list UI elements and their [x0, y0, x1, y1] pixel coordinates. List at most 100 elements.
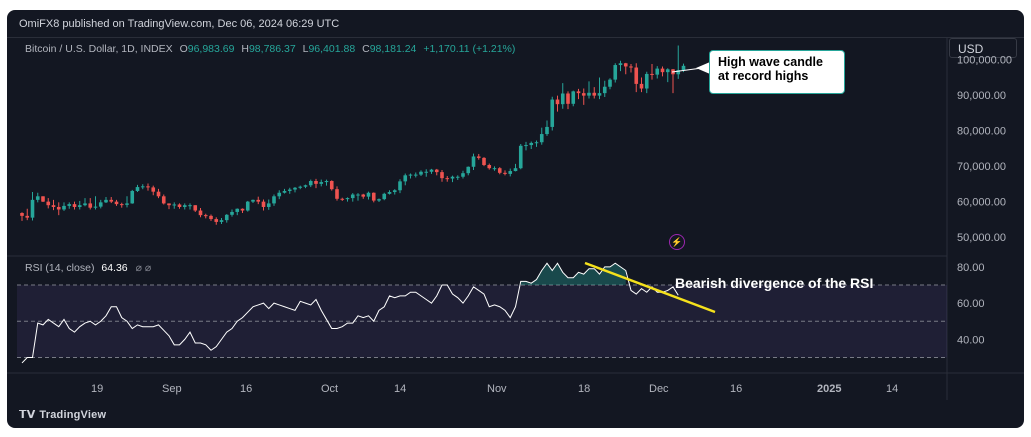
candle-body [398, 181, 402, 191]
candle-body [146, 186, 150, 188]
change-value: +1,170.11 (+1.21%) [423, 43, 516, 55]
candle-body [308, 181, 313, 186]
brand-name: TradingView [39, 409, 107, 421]
time-tick-label: 16 [240, 383, 252, 395]
currency-button[interactable]: USD [949, 38, 1017, 58]
candle-body [566, 93, 570, 104]
price-tick-label: 90,000.00 [957, 90, 1006, 102]
candle-body [167, 203, 171, 206]
price-tick-label: 80,000.00 [957, 125, 1006, 137]
candle-body [140, 186, 145, 188]
candle-body [434, 169, 439, 173]
candle-body [224, 214, 229, 221]
candle-body [513, 168, 518, 172]
candle-body [282, 190, 287, 193]
candle-body [245, 201, 250, 211]
rsi-settings-icons[interactable]: ⌀ ⌀ [135, 262, 152, 274]
candle-body [340, 198, 345, 200]
candle-body [392, 190, 397, 193]
candle-body [665, 69, 670, 73]
candle-body [503, 172, 507, 174]
price-tick-label: 60,000.00 [957, 197, 1006, 209]
candle-body [450, 176, 455, 179]
callout-pointer [696, 62, 710, 74]
candle-body [534, 142, 539, 144]
callout-line-2: at record highs [718, 69, 809, 83]
candle-body [203, 215, 208, 217]
rsi-tick-label: 80.00 [957, 262, 985, 274]
candle-body [251, 199, 255, 202]
candle-body [77, 205, 82, 207]
candle-body [46, 201, 51, 206]
candle-body [361, 194, 366, 197]
candle-body [419, 171, 423, 175]
divergence-trendline [584, 261, 716, 314]
candle-body [492, 168, 497, 170]
candle-body [539, 134, 544, 143]
candle-body [20, 213, 24, 216]
candle-body [130, 190, 135, 204]
time-tick-label: 14 [394, 383, 406, 395]
candle-body [172, 204, 177, 206]
time-tick-label: 18 [578, 383, 590, 395]
candle-body [335, 189, 339, 199]
candle-body [440, 172, 444, 179]
candle-body [634, 67, 639, 84]
rsi-line [21, 262, 679, 364]
candle-body [287, 189, 292, 191]
tradingview-logo[interactable]: 𝗧𝗩 TradingView [19, 408, 106, 421]
published-caption: OmiFX8 published on TradingView.com, Dec… [19, 18, 340, 30]
candle-body [30, 199, 35, 218]
time-tick-label: 2025 [817, 383, 841, 395]
rsi-legend: RSI (14, close) 64.36 ⌀ ⌀ [25, 262, 151, 274]
header-divider [7, 37, 1024, 38]
candle-body [62, 205, 66, 210]
candle-body [356, 194, 360, 196]
candle-body [109, 199, 114, 202]
close-label: C [362, 43, 370, 55]
rsi-overbought-fill [520, 263, 626, 285]
candle-body [135, 187, 140, 191]
candle-body [524, 145, 528, 147]
candle-body [403, 175, 408, 182]
low-label: L [302, 43, 309, 55]
rsi-label: RSI (14, close) [25, 262, 95, 274]
low-value: 96,401.88 [308, 43, 356, 55]
candle-body [209, 215, 213, 220]
candle-body [597, 93, 602, 96]
candle-body [261, 201, 266, 207]
candle-body [67, 204, 72, 206]
candle-body [639, 83, 644, 89]
high-wave-callout: High wave candle at record highs [709, 50, 845, 94]
chart-frame: OmiFX8 published on TradingView.com, Dec… [7, 10, 1024, 428]
rsi-value: 64.36 [101, 262, 128, 274]
candle-body [161, 196, 166, 204]
open-label: O [179, 43, 188, 55]
candle-body [114, 201, 119, 205]
candle-body [182, 205, 187, 207]
candle-body [83, 203, 87, 206]
candle-body [156, 191, 161, 197]
candle-body [277, 192, 282, 197]
candle-body [508, 171, 513, 174]
time-tick-label: Sep [162, 383, 182, 395]
candle-body [424, 171, 429, 173]
candle-body [571, 91, 576, 104]
candle-body [681, 65, 686, 71]
chart-canvas[interactable]: 50,000.00 60,000.00 70,000.00 80,000.00 90,0… [7, 10, 1024, 428]
candle-body [387, 192, 392, 194]
candle-body [25, 215, 30, 218]
high-value: 98,786.37 [248, 43, 296, 55]
lightning-icon[interactable]: ⚡ [669, 234, 685, 250]
time-tick-label: 14 [886, 383, 898, 395]
price-tick-label: 70,000.00 [957, 161, 1006, 173]
candle-body [555, 99, 560, 105]
candle-body [119, 204, 124, 206]
candle-body [461, 173, 465, 177]
candle-body [497, 168, 502, 173]
divergence-label: Bearish divergence of the RSI [675, 275, 874, 291]
candle-body [587, 92, 591, 96]
rsi-tick-label: 60.00 [957, 298, 985, 310]
candle-body [518, 145, 523, 169]
candle-body [471, 156, 476, 167]
